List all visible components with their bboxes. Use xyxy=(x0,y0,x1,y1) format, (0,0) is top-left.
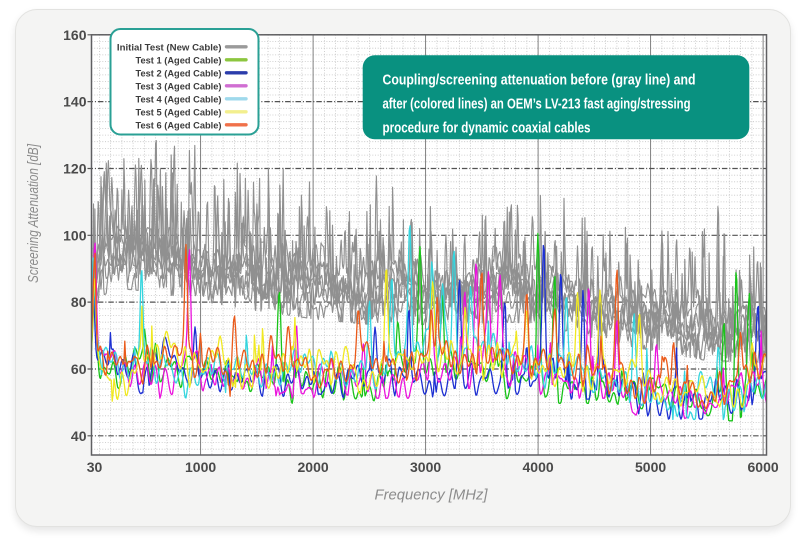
svg-text:1000: 1000 xyxy=(185,459,216,475)
svg-text:80: 80 xyxy=(71,294,87,310)
svg-text:Test 5 (Aged Cable): Test 5 (Aged Cable) xyxy=(136,107,222,118)
svg-text:Screening Attenuation [dB]: Screening Attenuation [dB] xyxy=(25,143,42,283)
svg-text:Test 4 (Aged Cable): Test 4 (Aged Cable) xyxy=(136,94,222,105)
svg-text:Initial Test (New Cable): Initial Test (New Cable) xyxy=(117,42,222,53)
svg-text:Test 6 (Aged Cable): Test 6 (Aged Cable) xyxy=(136,120,222,131)
svg-text:Frequency [MHz]: Frequency [MHz] xyxy=(375,487,489,504)
svg-text:6000: 6000 xyxy=(748,459,779,475)
svg-text:100: 100 xyxy=(63,227,87,243)
svg-text:procedure for dynamic coaxial: procedure for dynamic coaxial cables xyxy=(383,120,591,136)
svg-text:3000: 3000 xyxy=(410,459,441,475)
svg-text:Test 3 (Aged Cable): Test 3 (Aged Cable) xyxy=(136,81,222,92)
svg-text:160: 160 xyxy=(63,27,87,43)
svg-text:120: 120 xyxy=(63,161,87,177)
svg-text:4000: 4000 xyxy=(523,459,554,475)
svg-text:5000: 5000 xyxy=(635,459,666,475)
svg-text:60: 60 xyxy=(71,361,87,377)
svg-text:2000: 2000 xyxy=(298,459,329,475)
svg-text:Test 2 (Aged Cable): Test 2 (Aged Cable) xyxy=(136,68,222,79)
svg-text:40: 40 xyxy=(71,428,87,444)
svg-text:Test 1 (Aged Cable): Test 1 (Aged Cable) xyxy=(136,55,222,66)
svg-text:after (colored lines) an OEM’s: after (colored lines) an OEM’s LV-213 fa… xyxy=(383,97,691,113)
svg-text:Coupling/screening attenuation: Coupling/screening attenuation before (g… xyxy=(383,73,696,89)
svg-text:30: 30 xyxy=(87,459,103,475)
svg-text:140: 140 xyxy=(63,94,87,110)
